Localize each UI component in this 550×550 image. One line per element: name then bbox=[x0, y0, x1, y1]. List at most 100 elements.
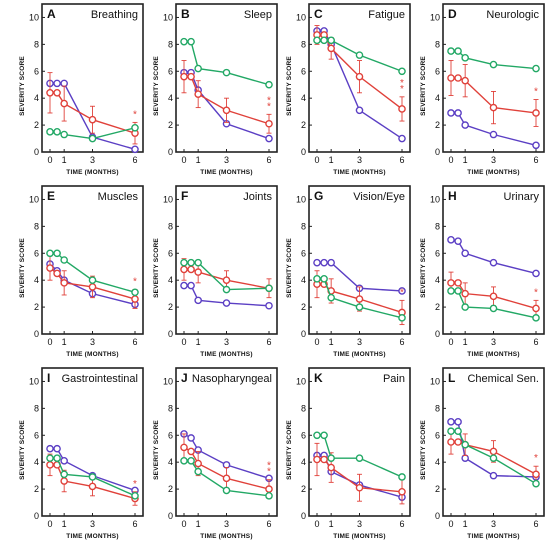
x-tick-label: 6 bbox=[266, 155, 271, 165]
data-point bbox=[320, 431, 328, 440]
significance-star: * bbox=[400, 78, 404, 89]
x-tick-label: 0 bbox=[181, 337, 186, 347]
y-tick-label: 10 bbox=[430, 12, 440, 22]
x-tick-label: 0 bbox=[47, 155, 52, 165]
data-point bbox=[187, 37, 195, 46]
y-tick-label: 2 bbox=[168, 484, 173, 494]
data-point bbox=[447, 236, 455, 244]
data-point bbox=[222, 285, 231, 294]
data-point bbox=[60, 130, 68, 139]
y-axis-label: SEVERITY SCORE bbox=[286, 238, 293, 298]
x-tick-label: 6 bbox=[266, 337, 271, 347]
x-tick-label: 0 bbox=[448, 519, 453, 529]
data-point bbox=[187, 434, 195, 442]
data-point bbox=[313, 455, 321, 464]
panel-letter: E bbox=[47, 189, 55, 203]
x-tick-label: 6 bbox=[533, 337, 538, 347]
y-tick-label: 8 bbox=[168, 39, 173, 49]
data-point bbox=[222, 106, 231, 115]
panel-letter: J bbox=[181, 371, 188, 385]
data-point bbox=[131, 123, 139, 132]
data-point bbox=[489, 292, 498, 301]
y-axis-label: SEVERITY SCORE bbox=[19, 56, 26, 116]
data-point bbox=[454, 438, 462, 446]
data-point bbox=[194, 296, 202, 305]
series-red bbox=[46, 255, 139, 309]
series-red bbox=[313, 25, 406, 122]
x-tick-label: 1 bbox=[463, 155, 468, 165]
data-point bbox=[265, 134, 273, 143]
panel-title: Neurologic bbox=[486, 9, 539, 21]
y-tick-label: 2 bbox=[168, 120, 173, 130]
y-tick-label: 0 bbox=[301, 147, 306, 157]
data-point bbox=[187, 72, 195, 81]
data-point bbox=[461, 249, 469, 258]
x-tick-label: 3 bbox=[491, 155, 496, 165]
y-tick-label: 0 bbox=[301, 511, 306, 521]
y-tick-label: 2 bbox=[301, 302, 306, 312]
y-tick-label: 0 bbox=[301, 329, 306, 339]
data-point bbox=[489, 447, 498, 456]
data-point bbox=[46, 89, 54, 97]
panel-title: Breathing bbox=[91, 9, 138, 21]
panel-title: Vision/Eye bbox=[353, 191, 405, 203]
data-point bbox=[461, 440, 469, 449]
data-point bbox=[320, 258, 328, 267]
x-tick-label: 6 bbox=[399, 337, 404, 347]
x-axis-label: TIME (MONTHS) bbox=[200, 533, 252, 540]
y-tick-label: 0 bbox=[435, 147, 440, 157]
data-point bbox=[532, 470, 540, 479]
series-red bbox=[180, 60, 273, 134]
data-point bbox=[60, 477, 68, 485]
data-point bbox=[88, 115, 97, 124]
data-point bbox=[398, 67, 406, 76]
x-tick-label: 1 bbox=[62, 155, 67, 165]
x-axis-label: TIME (MONTHS) bbox=[66, 169, 118, 176]
data-point bbox=[489, 454, 498, 462]
panel-title: Fatigue bbox=[368, 9, 405, 21]
data-point bbox=[355, 51, 364, 59]
data-point bbox=[265, 485, 273, 493]
data-point bbox=[489, 304, 498, 313]
panel-title: Urinary bbox=[504, 191, 540, 203]
significance-star: * bbox=[267, 467, 271, 478]
data-point bbox=[461, 76, 469, 85]
data-point bbox=[187, 265, 195, 274]
panel-letter: K bbox=[314, 371, 323, 385]
data-point bbox=[532, 304, 540, 313]
data-point bbox=[461, 454, 469, 462]
y-tick-label: 2 bbox=[34, 302, 39, 312]
data-point bbox=[355, 72, 364, 81]
data-point bbox=[180, 281, 188, 290]
x-axis-label: TIME (MONTHS) bbox=[66, 351, 118, 358]
data-point bbox=[194, 459, 202, 468]
data-point bbox=[327, 36, 335, 45]
significance-star: * bbox=[534, 453, 538, 464]
data-point bbox=[454, 279, 462, 287]
data-point bbox=[398, 134, 406, 143]
data-point bbox=[398, 314, 406, 322]
data-point bbox=[355, 483, 364, 492]
data-point bbox=[532, 141, 540, 150]
data-point bbox=[131, 295, 139, 303]
data-point bbox=[46, 461, 54, 469]
y-axis-label: SEVERITY SCORE bbox=[420, 56, 427, 116]
series-green bbox=[313, 36, 406, 76]
x-tick-label: 3 bbox=[224, 337, 229, 347]
data-point bbox=[489, 130, 498, 139]
x-tick-label: 0 bbox=[314, 155, 319, 165]
y-tick-label: 6 bbox=[34, 248, 39, 258]
y-tick-label: 6 bbox=[34, 66, 39, 76]
data-point bbox=[60, 256, 68, 264]
x-tick-label: 3 bbox=[224, 519, 229, 529]
panel-letter: D bbox=[448, 7, 457, 21]
y-tick-label: 10 bbox=[163, 12, 173, 22]
data-point bbox=[60, 99, 68, 108]
y-axis-label: SEVERITY SCORE bbox=[19, 238, 26, 298]
y-tick-label: 10 bbox=[296, 194, 306, 204]
y-tick-label: 0 bbox=[168, 147, 173, 157]
x-tick-label: 3 bbox=[357, 155, 362, 165]
panel-letter: C bbox=[314, 7, 323, 21]
